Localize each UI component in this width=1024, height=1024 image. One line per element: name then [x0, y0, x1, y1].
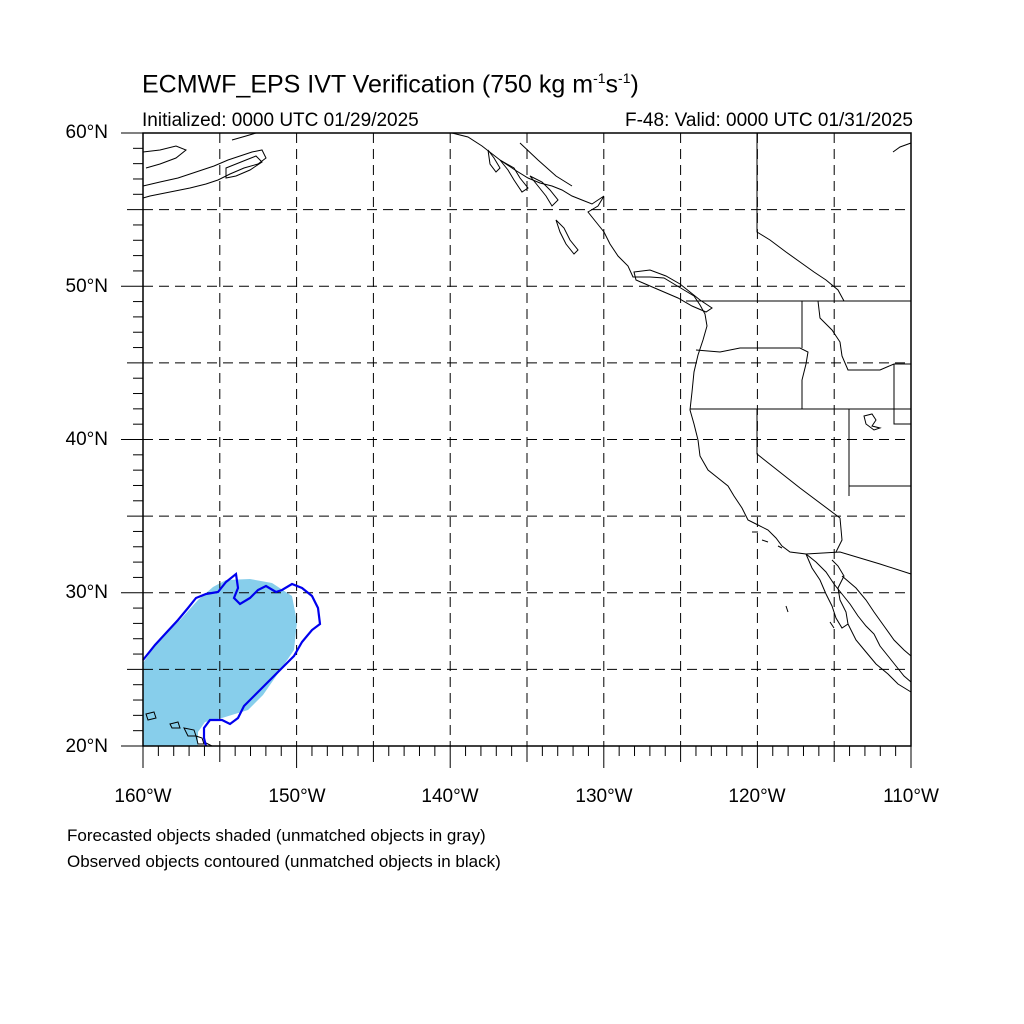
lon-label-140w: 140°W: [421, 786, 479, 807]
coastlines: [142, 132, 912, 747]
lat-label-50: 50°N: [65, 276, 108, 297]
political-boundaries: [519, 133, 912, 575]
lon-label-120w: 120°W: [728, 786, 786, 807]
lat-label-20: 20°N: [65, 736, 108, 757]
graticule: [143, 133, 911, 746]
chart-title: ECMWF_EPS IVT Verification (750 kg m-1s-…: [142, 70, 639, 99]
lon-label-130w: 130°W: [575, 786, 633, 807]
caption-forecast: Forecasted objects shaded (unmatched obj…: [67, 826, 486, 845]
initialized-label: Initialized: 0000 UTC 01/29/2025: [142, 110, 419, 131]
lon-label-110w: 110°W: [883, 786, 939, 807]
observed-ivt-contour: [142, 571, 322, 747]
lon-label-150w: 150°W: [268, 786, 326, 807]
lat-label-40: 40°N: [65, 429, 108, 450]
caption-observed: Observed objects contoured (unmatched ob…: [67, 852, 501, 871]
valid-label: F-48: Valid: 0000 UTC 01/31/2025: [625, 110, 913, 131]
lat-label-60: 60°N: [65, 122, 108, 143]
lat-label-30: 30°N: [65, 582, 108, 603]
plot-frame: [142, 132, 912, 747]
axis-ticks: [121, 132, 912, 768]
lon-label-160w: 160°W: [114, 786, 172, 807]
